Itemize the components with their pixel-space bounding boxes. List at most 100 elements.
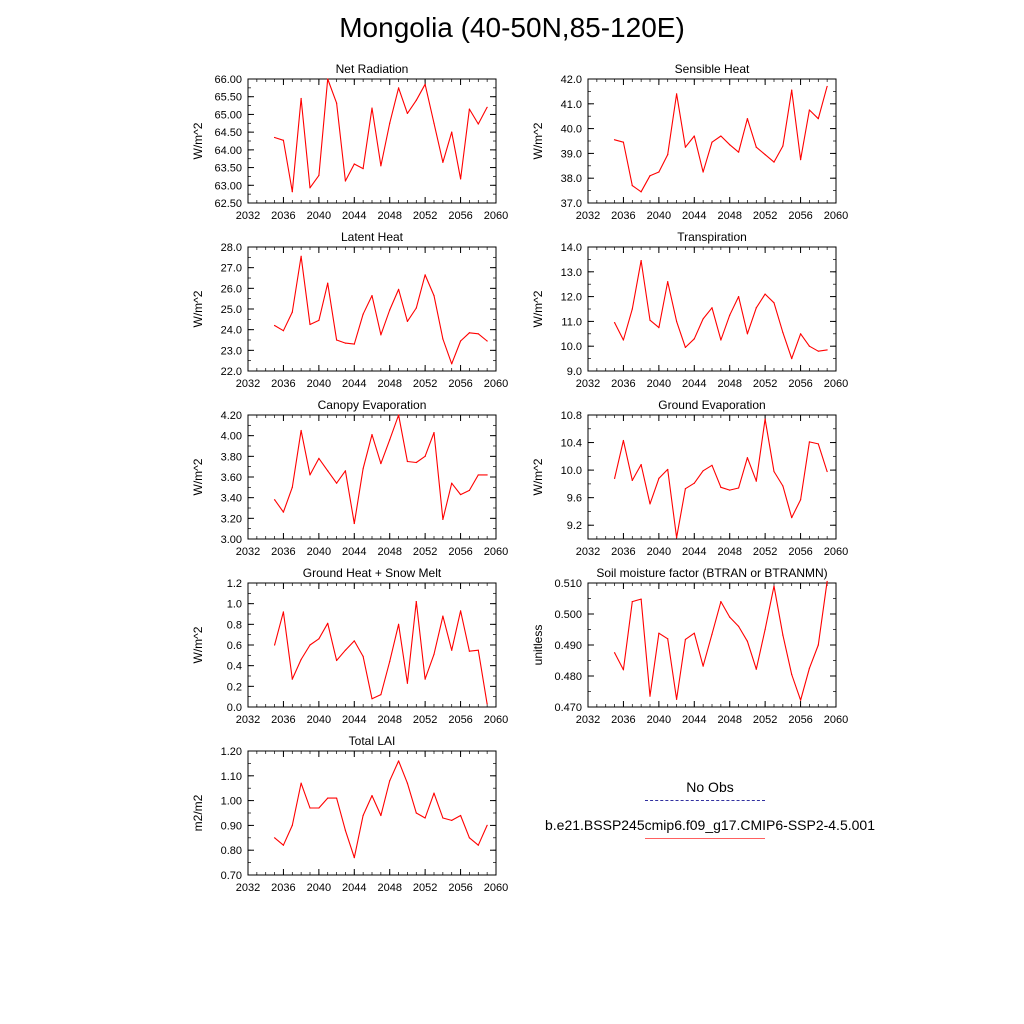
y-tick-label: 0.70 (221, 870, 242, 882)
x-tick-label: 2052 (753, 546, 777, 558)
data-point (371, 294, 373, 297)
data-point (415, 307, 417, 309)
data-point (826, 580, 828, 583)
y-axis-label: W/m^2 (191, 626, 205, 663)
y-tick-label: 28.0 (221, 242, 242, 254)
panel-title: Ground Evaporation (658, 398, 765, 412)
x-tick-label: 2056 (788, 714, 812, 726)
y-tick-label: 65.50 (214, 92, 242, 104)
data-point (684, 346, 687, 349)
data-point (782, 331, 784, 334)
data-point (782, 634, 784, 636)
data-point (675, 537, 678, 539)
data-point (649, 319, 651, 321)
y-tick-label: 1.0 (227, 599, 242, 611)
data-point (720, 135, 722, 137)
chart-panel: Sensible Heat W/m^2 2032 2036 2040 2044 2048 20… (531, 62, 848, 222)
chart-panel: Canopy Evaporation W/m^2 2032 2036 2040 2044 2… (191, 398, 508, 558)
data-point (640, 598, 642, 600)
series-line (614, 418, 828, 539)
data-point (344, 470, 347, 472)
y-tick-label: 10.8 (561, 410, 582, 422)
chart-panel: Net Radiation W/m^2 2032 2036 2040 2044 2048 20… (191, 62, 508, 222)
data-point (397, 760, 400, 762)
x-tick-label: 2044 (682, 378, 706, 390)
x-tick-label: 2048 (377, 210, 401, 222)
data-point (344, 180, 347, 182)
data-point (327, 282, 329, 284)
data-point (799, 699, 802, 701)
data-point (451, 363, 453, 365)
x-tick-label: 2048 (717, 378, 741, 390)
y-tick-label: 65.00 (214, 109, 242, 121)
data-point (675, 320, 678, 322)
y-tick-label: 11.0 (561, 316, 582, 328)
y-tick-label: 66.00 (214, 74, 242, 86)
data-point (658, 632, 660, 634)
data-point (622, 669, 625, 671)
data-point (631, 185, 633, 187)
data-point (755, 480, 757, 482)
data-point (406, 682, 409, 684)
data-point (380, 814, 382, 817)
data-point (273, 136, 276, 139)
y-tick-label: 0.4 (227, 661, 242, 673)
x-tick-label: 2056 (448, 882, 472, 894)
data-point (389, 122, 391, 124)
data-point (791, 89, 793, 91)
data-point (693, 482, 695, 484)
chart-panel: Soil moisture factor (BTRAN or BTRANMN) u… (531, 566, 848, 726)
data-point (433, 122, 435, 124)
panel-title: Sensible Heat (675, 62, 750, 76)
data-point (486, 106, 488, 108)
data-point (711, 464, 713, 466)
data-point (693, 135, 695, 137)
data-point (667, 468, 669, 471)
x-tick-label: 2044 (342, 882, 366, 894)
data-point (424, 274, 426, 276)
x-tick-label: 2036 (271, 546, 295, 558)
plot-frame (587, 414, 837, 540)
x-tick-label: 2040 (307, 378, 331, 390)
data-point (764, 418, 766, 420)
data-point (622, 439, 625, 442)
data-point (808, 345, 811, 347)
data-point (282, 611, 285, 613)
data-point (782, 485, 784, 487)
data-point (433, 792, 435, 794)
y-tick-label: 26.0 (221, 283, 242, 295)
x-tick-label: 2032 (576, 714, 600, 726)
data-point (486, 824, 488, 827)
data-point (675, 698, 678, 700)
data-point (397, 414, 400, 416)
data-point (649, 503, 651, 505)
data-point (442, 518, 444, 520)
data-point (371, 434, 373, 436)
y-tick-label: 63.50 (214, 163, 242, 175)
x-tick-label: 2044 (682, 714, 706, 726)
x-tick-label: 2052 (753, 378, 777, 390)
data-point (406, 320, 409, 322)
legend-entry-obs: No Obs (520, 778, 900, 816)
data-point (406, 460, 409, 463)
y-tick-label: 22.0 (221, 366, 242, 378)
data-point (282, 139, 285, 141)
data-point (273, 644, 276, 646)
data-point (406, 112, 409, 114)
panel-title: Latent Heat (341, 230, 404, 244)
data-point (282, 330, 285, 332)
data-point (459, 610, 462, 612)
y-tick-label: 1.20 (221, 746, 242, 758)
data-point (442, 161, 444, 163)
x-tick-label: 2032 (236, 714, 260, 726)
x-tick-label: 2036 (271, 210, 295, 222)
data-point (764, 293, 766, 295)
data-point (318, 319, 320, 321)
plot-frame (247, 78, 497, 204)
y-tick-label: 14.0 (561, 242, 582, 254)
data-point (773, 585, 775, 587)
series-line (614, 86, 828, 193)
data-point (622, 339, 625, 341)
y-tick-label: 24.0 (221, 325, 242, 337)
data-point (720, 339, 722, 341)
